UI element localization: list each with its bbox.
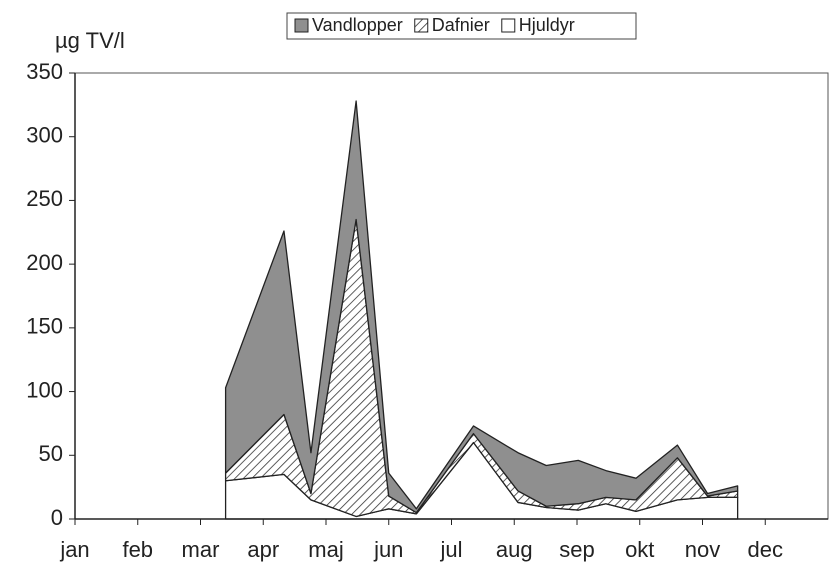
x-tick-label: apr: [247, 537, 279, 562]
y-tick-label: 200: [26, 250, 63, 275]
legend-label: Dafnier: [432, 15, 490, 35]
legend-swatch: [501, 18, 516, 33]
x-tick-label: jun: [373, 537, 403, 562]
legend-label: Hjuldyr: [519, 15, 575, 35]
x-tick-label: jul: [439, 537, 462, 562]
x-tick-label: jan: [59, 537, 89, 562]
y-tick-label: 150: [26, 314, 63, 339]
legend-swatch: [414, 18, 429, 33]
y-axis-label: µg TV/l: [55, 28, 125, 53]
x-tick-label: mar: [182, 537, 220, 562]
x-tick-label: aug: [496, 537, 533, 562]
legend-swatch: [294, 18, 309, 33]
x-tick-label: dec: [748, 537, 783, 562]
y-tick-label: 0: [51, 505, 63, 530]
area: [224, 100, 739, 514]
x-tick-label: okt: [625, 537, 654, 562]
legend-label: Vandlopper: [312, 15, 403, 35]
legend-box: [286, 12, 637, 40]
x-tick-label: nov: [685, 537, 720, 562]
plot-frame: [74, 72, 829, 520]
x-tick-label: maj: [308, 537, 343, 562]
x-tick-label: feb: [122, 537, 153, 562]
y-tick-label: 100: [26, 377, 63, 402]
y-tick-label: 300: [26, 123, 63, 148]
y-tick-label: 350: [26, 59, 63, 84]
x-tick-label: sep: [559, 537, 594, 562]
y-tick-label: 50: [39, 441, 63, 466]
y-tick-label: 250: [26, 186, 63, 211]
